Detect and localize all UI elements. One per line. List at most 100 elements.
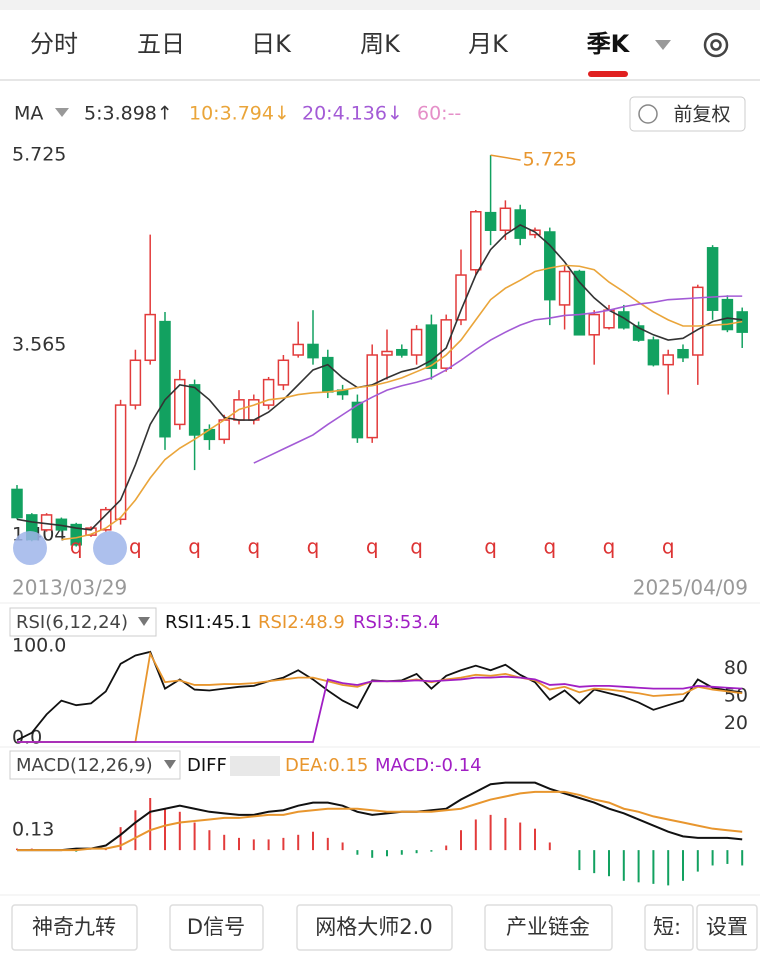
tab[interactable]: 分时 bbox=[30, 30, 78, 58]
series-line bbox=[17, 675, 743, 743]
legend-item: 10:3.794↓ bbox=[189, 103, 290, 125]
tab-active[interactable]: 季K bbox=[587, 30, 631, 58]
scroll-button[interactable] bbox=[93, 531, 127, 565]
y-tick-label: 0.0 bbox=[12, 727, 42, 749]
candle-body bbox=[144, 313, 156, 362]
button[interactable] bbox=[484, 904, 613, 951]
button[interactable] bbox=[169, 904, 264, 951]
ma-dropdown[interactable] bbox=[55, 108, 69, 117]
candle-body bbox=[706, 247, 719, 311]
candle-body bbox=[484, 211, 497, 231]
tab[interactable]: 五日 bbox=[137, 30, 185, 58]
tab[interactable]: 周K bbox=[360, 30, 401, 58]
legend-item: RSI3:53.4 bbox=[353, 612, 440, 633]
max-pointer bbox=[490, 154, 521, 161]
button-label[interactable]: 产业链金 bbox=[506, 915, 590, 939]
candle-body bbox=[129, 359, 142, 406]
signal-label: q bbox=[366, 535, 379, 559]
candle-body bbox=[248, 399, 260, 421]
button[interactable] bbox=[644, 904, 694, 951]
x-tick-label: 2025/04/09 bbox=[633, 576, 748, 600]
button-label[interactable]: 设置 bbox=[706, 915, 748, 939]
candle-body bbox=[455, 274, 467, 321]
button-label[interactable]: D信号 bbox=[187, 915, 245, 939]
dropdown-icon[interactable] bbox=[655, 40, 671, 50]
candle-body bbox=[381, 350, 393, 356]
button-label[interactable]: 短: bbox=[653, 915, 681, 939]
series-line bbox=[253, 295, 743, 464]
candle-body bbox=[558, 270, 571, 306]
ma-label: MA bbox=[14, 103, 43, 125]
signal-label: q bbox=[70, 535, 83, 559]
candle-body bbox=[588, 313, 600, 336]
y-tick-label: 100.0 bbox=[12, 635, 66, 657]
adjust-button[interactable] bbox=[629, 96, 746, 132]
adjust-label[interactable]: 前复权 bbox=[673, 104, 730, 126]
candle-body bbox=[573, 270, 586, 336]
candle-body bbox=[410, 328, 423, 356]
macd-dropdown[interactable] bbox=[164, 760, 176, 769]
candle-body bbox=[425, 324, 438, 369]
legend-item: DIFF bbox=[187, 755, 227, 776]
signal-label: q bbox=[188, 535, 201, 559]
status-strip bbox=[0, 0, 760, 10]
candle-body bbox=[544, 231, 556, 301]
settings-icon[interactable] bbox=[703, 32, 729, 58]
macd-selector[interactable] bbox=[9, 750, 181, 780]
scroll-button[interactable] bbox=[13, 531, 47, 565]
button-label[interactable]: 网格大师2.0 bbox=[315, 915, 432, 939]
info-icon bbox=[638, 104, 658, 124]
tab[interactable]: 月K bbox=[468, 30, 509, 58]
candle-body bbox=[677, 348, 689, 359]
legend-item: RSI1:45.1 bbox=[165, 612, 252, 633]
legend-item: MACD:-0.14 bbox=[375, 755, 482, 776]
series-line bbox=[17, 650, 743, 743]
rsi-dropdown[interactable] bbox=[138, 617, 150, 626]
legend-item: 20:4.136↓ bbox=[302, 103, 403, 125]
series-line bbox=[16, 224, 743, 531]
candle-body bbox=[188, 384, 201, 436]
candle-body bbox=[440, 319, 452, 369]
signal-label: q bbox=[662, 535, 675, 559]
candle-body bbox=[159, 320, 171, 438]
candle-body bbox=[114, 404, 127, 521]
blurred-value bbox=[230, 756, 280, 776]
legend-item: DEA:0.15 bbox=[285, 755, 368, 776]
candle-body bbox=[721, 298, 734, 331]
candle-body bbox=[647, 339, 660, 366]
button[interactable] bbox=[696, 904, 758, 951]
series-line bbox=[17, 781, 743, 852]
candle-body bbox=[277, 359, 290, 386]
legend-item: 5:3.898↑ bbox=[84, 103, 173, 125]
candle-body bbox=[662, 354, 674, 366]
rsi-title: RSI(6,12,24) bbox=[16, 612, 128, 633]
signal-label: q bbox=[543, 535, 556, 559]
signal-label: q bbox=[247, 535, 260, 559]
series-line bbox=[17, 790, 743, 852]
candle-body bbox=[322, 356, 334, 393]
rsi-selector[interactable] bbox=[9, 607, 157, 637]
candle-body bbox=[100, 508, 112, 531]
tab-underline bbox=[588, 71, 628, 77]
y-tick-label: 5.725 bbox=[12, 144, 66, 166]
candle-body bbox=[174, 378, 186, 426]
candle-body bbox=[292, 343, 304, 356]
legend-item: RSI2:48.9 bbox=[258, 612, 345, 633]
signal-label: q bbox=[307, 535, 320, 559]
candle-body bbox=[499, 207, 512, 231]
macd-title: MACD(12,26,9) bbox=[16, 755, 153, 776]
x-tick-label: 2013/03/29 bbox=[12, 576, 127, 600]
candle-body bbox=[632, 325, 645, 341]
button[interactable] bbox=[11, 904, 138, 951]
button-label[interactable]: 神奇九转 bbox=[32, 915, 116, 939]
candle-body bbox=[470, 211, 482, 271]
candle-body bbox=[692, 286, 704, 356]
legend-item: 60:-- bbox=[417, 103, 461, 125]
candle-body bbox=[262, 378, 275, 406]
signal-label: q bbox=[410, 535, 423, 559]
candle-body bbox=[40, 514, 53, 531]
tab[interactable]: 日K bbox=[251, 30, 292, 58]
button[interactable] bbox=[296, 904, 453, 951]
max-label: 5.725 bbox=[523, 149, 577, 171]
